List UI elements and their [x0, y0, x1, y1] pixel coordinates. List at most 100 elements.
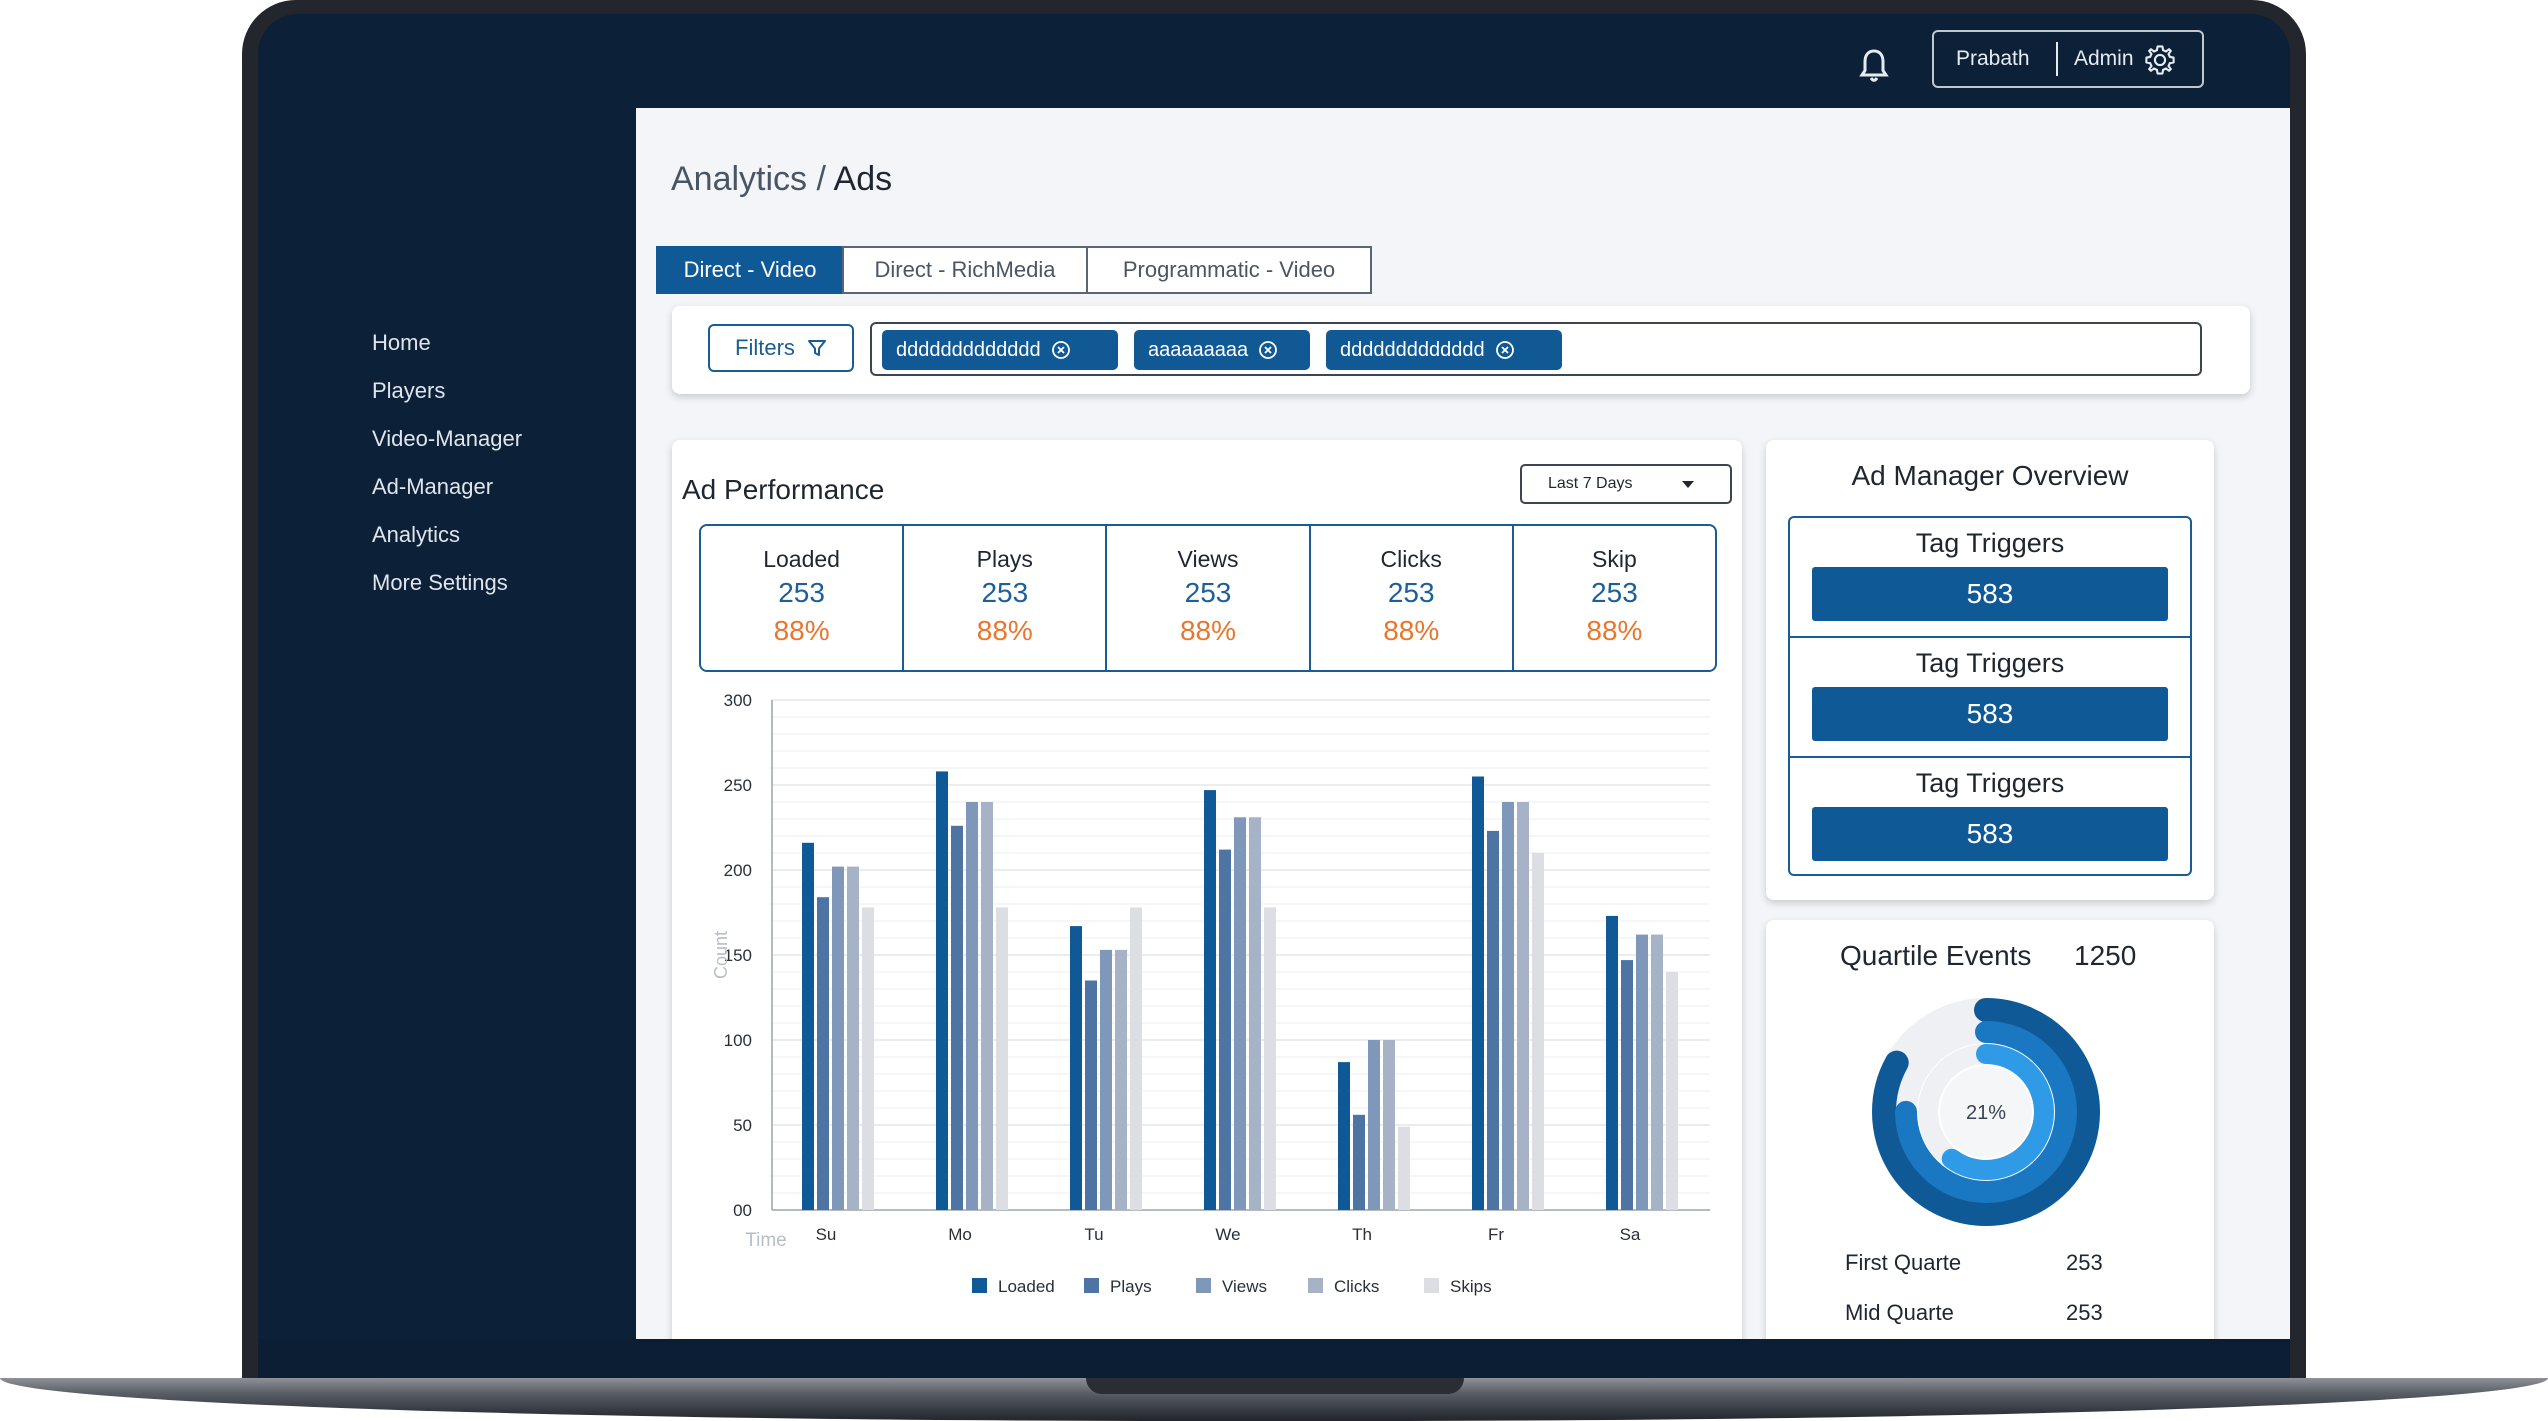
sidebar-item-video-manager[interactable]: Video-Manager	[372, 426, 523, 451]
bar-views-th	[1368, 1040, 1380, 1210]
bar-views-sa	[1636, 934, 1648, 1210]
stat-percent: 88%	[1383, 615, 1440, 646]
quartile-donut-chart: 21%	[1872, 998, 2100, 1226]
bar-plays-we	[1219, 849, 1231, 1210]
bar-skips-we	[1264, 907, 1276, 1210]
ad-performance-title: Ad Performance	[682, 474, 885, 505]
funnel-icon	[807, 340, 826, 356]
bar-skips-mo	[996, 907, 1008, 1210]
bar-skips-sa	[1666, 972, 1678, 1210]
donut-center-percent: 21%	[1966, 1102, 2006, 1124]
donut-ring	[1918, 1044, 2054, 1180]
sidebar-item-more-settings[interactable]: More Settings	[372, 570, 508, 595]
y-tick-label: 100	[724, 1031, 752, 1050]
x-tick-label: Su	[816, 1225, 837, 1244]
filter-chip[interactable]: ddddddddddddd	[1326, 330, 1562, 370]
gear-icon[interactable]	[2144, 44, 2176, 76]
stat-value: 253	[1184, 577, 1232, 608]
stat-label: Views	[1177, 546, 1239, 572]
bar-views-su	[832, 866, 844, 1210]
y-tick-label: 50	[733, 1116, 752, 1135]
quartile-events-panel: Quartile Events 1250 21% First Quarte 25…	[1766, 920, 2214, 1339]
quartile-item-label: Mid Quarte	[1845, 1300, 1954, 1325]
bar-plays-mo	[951, 825, 963, 1210]
tab-direct-richmedia[interactable]: Direct - RichMedia	[842, 246, 1088, 294]
bar-plays-tu	[1085, 980, 1097, 1210]
remove-chip-icon[interactable]	[1258, 340, 1278, 360]
bar-loaded-mo	[936, 771, 948, 1210]
stat-percent: 88%	[1179, 615, 1237, 646]
bar-plays-sa	[1621, 960, 1633, 1210]
remove-chip-icon[interactable]	[1051, 340, 1071, 360]
x-tick-label: We	[1215, 1225, 1240, 1244]
breadcrumb-parent[interactable]: Analytics	[671, 160, 808, 198]
filters-button-label: Filters	[735, 335, 795, 360]
user-menu[interactable]: Prabath Admin	[1932, 30, 2204, 88]
bar-loaded-sa	[1606, 915, 1618, 1210]
ad-manager-overview-panel: Ad Manager Overview Tag Triggers 583 Tag…	[1766, 440, 2214, 900]
active-filters-field[interactable]: ddddddddddddd aaaaaaaaa ddddddddddddd	[870, 322, 2202, 376]
legend-label: Views	[1222, 1277, 1267, 1296]
notification-bell-icon[interactable]	[1856, 46, 1892, 86]
app-screen: Prabath Admin Home Players Video-Manager…	[258, 14, 2290, 1339]
main-content: Analytics / Ads Direct - Video Direct - …	[636, 108, 2290, 1339]
bar-clicks-fr	[1517, 802, 1529, 1210]
sidebar-item-ad-manager[interactable]: Ad-Manager	[372, 474, 494, 499]
bar-plays-fr	[1487, 830, 1499, 1210]
stat-clicks: Clicks 253 88%	[1311, 526, 1514, 670]
filter-chip-label: ddddddddddddd	[1340, 338, 1485, 361]
quartile-total: 1250	[2074, 940, 2137, 971]
y-tick-label: 200	[724, 861, 752, 880]
filter-bar: Filters ddddddddddddd aaaaaaaaa dddddddd…	[672, 306, 2250, 394]
stat-value: 253	[1591, 577, 1638, 608]
bar-skips-th	[1398, 1126, 1410, 1210]
filter-chip[interactable]: aaaaaaaaa	[1134, 330, 1310, 370]
date-range-select[interactable]: Last 7 Days	[1520, 464, 1732, 504]
stat-percent: 88%	[1586, 615, 1643, 646]
tag-trigger-value: 583	[1812, 687, 2168, 741]
legend-label: Loaded	[998, 1277, 1055, 1296]
legend-label: Plays	[1110, 1277, 1152, 1296]
x-tick-label: Mo	[948, 1225, 972, 1244]
sidebar-item-home[interactable]: Home	[372, 330, 431, 355]
chevron-down-icon	[1682, 481, 1694, 488]
bar-loaded-fr	[1472, 776, 1484, 1210]
ad-manager-title: Ad Manager Overview	[1851, 460, 2129, 491]
row-divider	[1790, 756, 2190, 758]
tab-programmatic-video[interactable]: Programmatic - Video	[1086, 246, 1372, 294]
user-menu-divider	[2056, 42, 2058, 76]
tag-trigger-label: Tag Triggers	[1915, 768, 2065, 798]
bar-clicks-mo	[981, 802, 993, 1210]
donut-ring	[1872, 998, 2100, 1226]
bar-loaded-tu	[1070, 926, 1082, 1210]
stat-skip: Skip 253 88%	[1514, 526, 1715, 670]
stat-value: 253	[778, 577, 825, 608]
legend-label: Skips	[1450, 1277, 1492, 1296]
tag-trigger-label: Tag Triggers	[1915, 528, 2065, 558]
stat-percent: 88%	[773, 615, 830, 646]
breadcrumb: Analytics / Ads	[671, 160, 892, 199]
x-axis-label: Time	[745, 1230, 787, 1251]
legend-label: Clicks	[1334, 1277, 1379, 1296]
filters-button[interactable]: Filters	[708, 324, 854, 372]
stat-label: Clicks	[1380, 546, 1442, 572]
legend-swatch	[1196, 1278, 1211, 1293]
sidebar-item-players[interactable]: Players	[372, 378, 446, 403]
user-role: Admin	[2074, 47, 2134, 70]
tag-trigger-row: Tag Triggers 583	[1790, 758, 2190, 876]
filter-chip-label: aaaaaaaaa	[1148, 338, 1249, 361]
ad-performance-bar-chart: 00 50 100 150 200 250 300 Count Time Su Mo Tu We Th Fr…	[711, 691, 1710, 1296]
filter-chip[interactable]: ddddddddddddd	[882, 330, 1118, 370]
breadcrumb-current: Ads	[833, 160, 893, 198]
tag-triggers-list: Tag Triggers 583 Tag Triggers 583 Tag Tr…	[1788, 516, 2192, 876]
remove-chip-icon[interactable]	[1495, 340, 1515, 360]
tab-direct-video[interactable]: Direct - Video	[656, 246, 844, 294]
bar-views-fr	[1502, 802, 1514, 1210]
tag-trigger-value: 583	[1812, 567, 2168, 621]
bar-views-mo	[966, 802, 978, 1210]
sidebar-item-analytics[interactable]: Analytics	[372, 522, 461, 547]
y-axis-label: Count	[711, 931, 731, 979]
ad-performance-panel: Ad Performance Last 7 Days Loaded 253 88…	[672, 440, 1742, 1339]
bar-skips-tu	[1130, 907, 1142, 1210]
stat-value: 253	[981, 577, 1029, 608]
